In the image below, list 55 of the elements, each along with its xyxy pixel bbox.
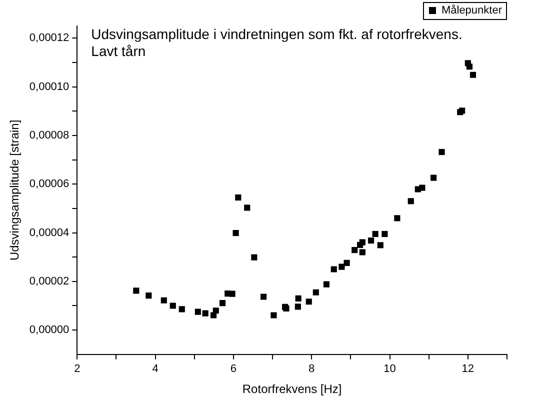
y-tick-label: 0,00004 [29,226,70,239]
y-axis-title: Udsvingsamplitude [strain] [8,120,22,261]
point [312,289,319,296]
y-tick-label: 0,00012 [29,32,70,44]
point [146,292,152,299]
y-tick-label: 0,00010 [29,80,70,93]
point [178,306,185,312]
point [394,215,400,222]
point [377,242,384,248]
x-axis-title: Rotorfrekvens [Hz] [242,382,342,396]
point [270,312,277,318]
legend-label: Målepunkter [441,4,502,17]
point [382,230,388,238]
point [232,230,239,236]
point [330,266,337,272]
point [372,230,378,238]
y-tick-label: 0,00006 [29,178,70,190]
point [438,148,445,156]
x-tick-label: 6 [230,363,237,376]
point [235,194,242,201]
point [260,294,267,300]
text: Udsvingsamplitude i vindretningen som fkt. af rotorfrekvens. Lavt tårn [91,26,462,59]
point [251,254,258,260]
point [359,249,366,256]
point [133,288,140,294]
point [219,300,226,306]
point [170,302,176,309]
point [430,174,437,181]
point [229,290,236,297]
point [338,264,345,270]
point [306,298,312,305]
point [470,72,476,78]
point [466,64,473,70]
point [419,184,426,191]
point [294,304,301,310]
point [352,247,358,254]
x-tick-label: 2 [74,363,80,376]
point [368,238,374,244]
point [212,308,219,314]
point [202,310,208,316]
point [359,239,366,246]
y-tick-label: 0,00000 [29,324,70,336]
x-tick-label: 12 [462,363,474,376]
point [295,295,302,302]
point [194,308,201,315]
point [344,260,350,266]
x-tick-label: 4 [152,363,158,376]
point [160,297,167,304]
x-tick-label: 8 [308,363,315,376]
x-tick-label: 10 [384,363,396,376]
y-tick-label: 0,00008 [29,130,70,142]
y-tick-label: 0,00002 [29,275,70,288]
point [408,198,414,204]
point [323,281,330,288]
point [244,204,250,211]
